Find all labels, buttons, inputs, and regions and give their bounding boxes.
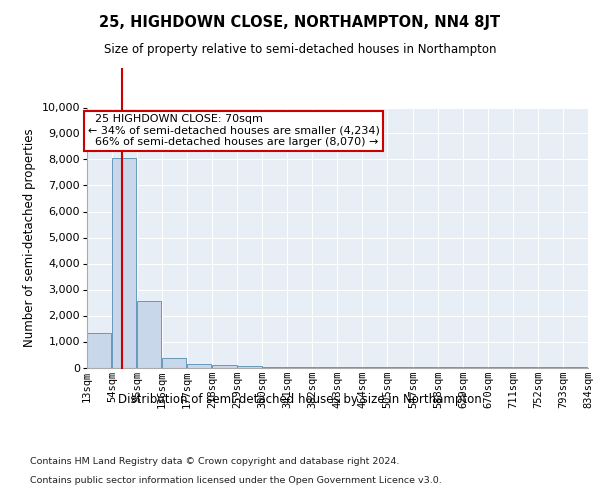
Bar xyxy=(162,358,187,368)
Bar xyxy=(262,366,287,368)
Text: Contains public sector information licensed under the Open Government Licence v3: Contains public sector information licen… xyxy=(30,476,442,485)
Text: Size of property relative to semi-detached houses in Northampton: Size of property relative to semi-detach… xyxy=(104,42,496,56)
Bar xyxy=(212,365,236,368)
Text: 25, HIGHDOWN CLOSE, NORTHAMPTON, NN4 8JT: 25, HIGHDOWN CLOSE, NORTHAMPTON, NN4 8JT xyxy=(100,15,500,30)
Bar xyxy=(112,158,136,368)
Bar xyxy=(187,364,211,368)
Bar xyxy=(87,333,112,368)
Bar xyxy=(237,366,262,368)
Bar xyxy=(137,301,161,368)
Text: Distribution of semi-detached houses by size in Northampton: Distribution of semi-detached houses by … xyxy=(118,392,482,406)
Text: Contains HM Land Registry data © Crown copyright and database right 2024.: Contains HM Land Registry data © Crown c… xyxy=(30,458,400,466)
Bar xyxy=(287,367,311,368)
Y-axis label: Number of semi-detached properties: Number of semi-detached properties xyxy=(23,128,36,347)
Text: 25 HIGHDOWN CLOSE: 70sqm
← 34% of semi-detached houses are smaller (4,234)
  66%: 25 HIGHDOWN CLOSE: 70sqm ← 34% of semi-d… xyxy=(88,114,379,147)
